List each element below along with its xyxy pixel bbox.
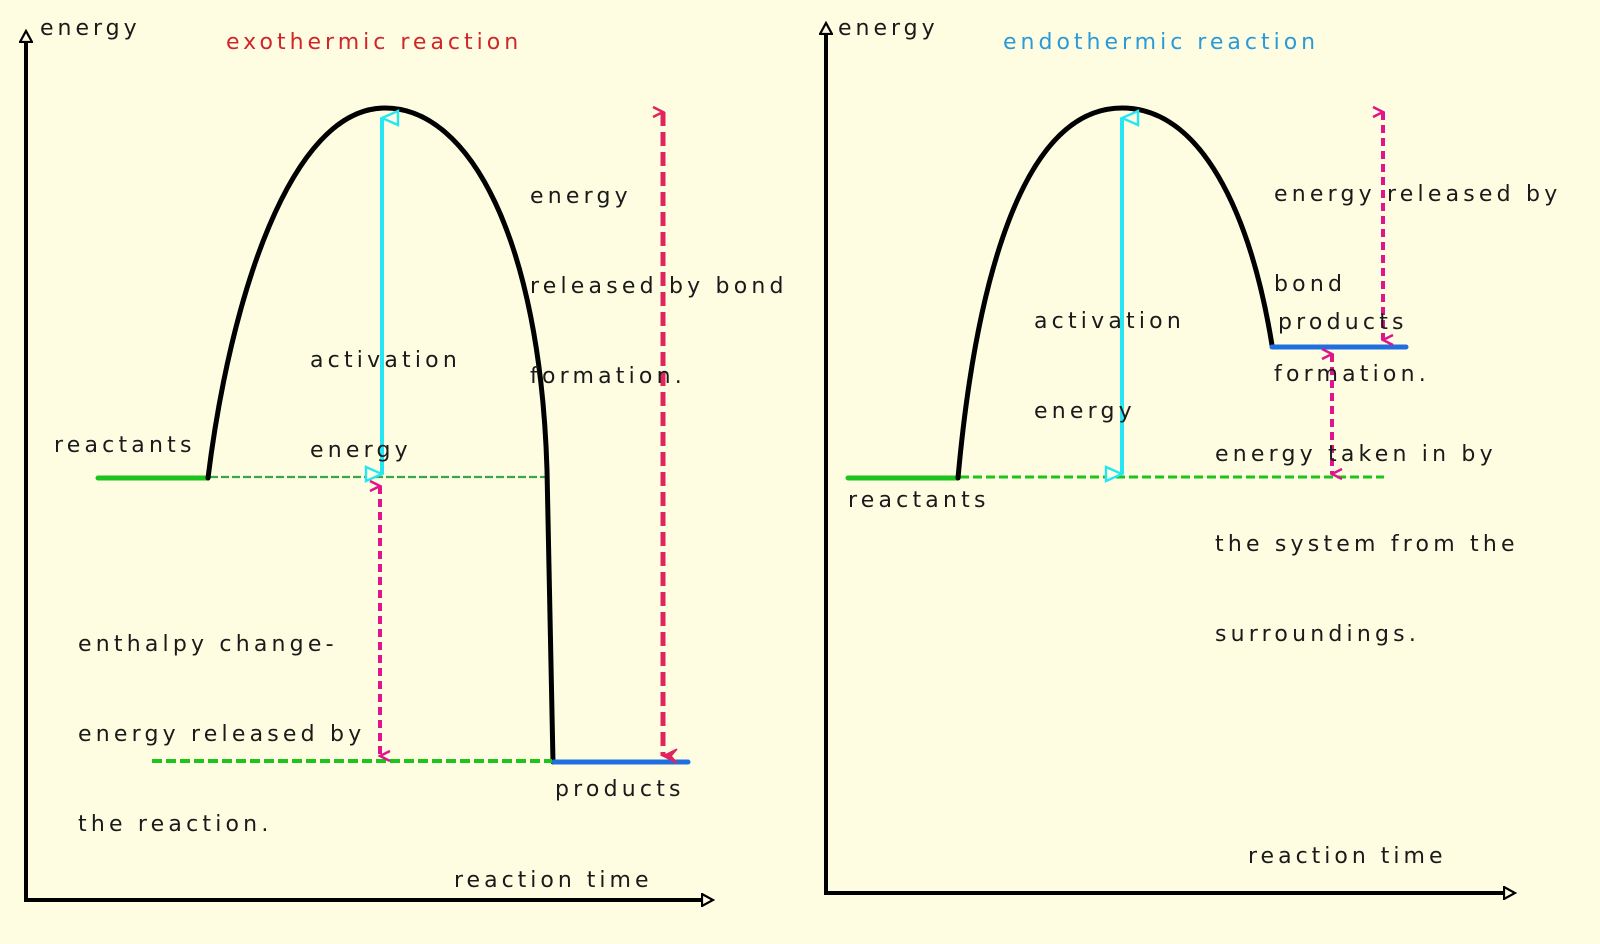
label-line: enthalpy change- bbox=[78, 632, 338, 657]
label-line: formation. bbox=[1274, 362, 1430, 387]
label-line: the system from the bbox=[1215, 532, 1519, 557]
label-line: energy bbox=[310, 438, 412, 463]
exothermic-panel bbox=[24, 32, 712, 900]
label-line: activation bbox=[310, 348, 461, 373]
exo-x-axis-label: reaction time bbox=[454, 868, 653, 893]
label-line: energy released by bbox=[78, 722, 366, 747]
exo-reactants-label: reactants bbox=[54, 433, 196, 458]
energy-curve bbox=[955, 105, 1275, 481]
endo-y-axis-label: energy bbox=[838, 16, 939, 41]
exo-enthalpy-label: enthalpy change- energy released by the … bbox=[78, 570, 365, 900]
endo-x-axis-label: reaction time bbox=[1248, 844, 1447, 869]
endo-reactants-label: reactants bbox=[848, 488, 990, 513]
exo-products-label: products bbox=[555, 777, 685, 802]
exo-bond-formation-label: energy released by bond formation. bbox=[530, 122, 788, 452]
label-line: released by bond bbox=[530, 274, 788, 299]
label-line: surroundings. bbox=[1215, 622, 1421, 647]
exo-activation-energy-label: activation energy bbox=[310, 286, 461, 526]
energy-curve bbox=[205, 105, 556, 765]
exo-title: exothermic reaction bbox=[226, 30, 523, 55]
endo-bond-formation-label: energy released by bond formation. bbox=[1274, 120, 1561, 450]
exo-y-axis-label: energy bbox=[40, 16, 141, 41]
label-line: energy taken in by bbox=[1215, 442, 1497, 467]
label-line: formation. bbox=[530, 364, 686, 389]
label-line: energy bbox=[530, 184, 632, 209]
label-line: energy released by bbox=[1274, 182, 1562, 207]
endo-title: endothermic reaction bbox=[1003, 30, 1320, 55]
label-line: the reaction. bbox=[78, 812, 273, 837]
label-line: bond bbox=[1274, 272, 1347, 297]
label-line: activation bbox=[1034, 309, 1185, 334]
endo-activation-energy-label: activation energy bbox=[1034, 247, 1185, 487]
endo-products-label: products bbox=[1278, 310, 1408, 335]
endo-energy-taken-in-label: energy taken in by the system from the s… bbox=[1215, 380, 1519, 710]
label-line: energy bbox=[1034, 399, 1136, 424]
endothermic-panel bbox=[824, 24, 1514, 893]
